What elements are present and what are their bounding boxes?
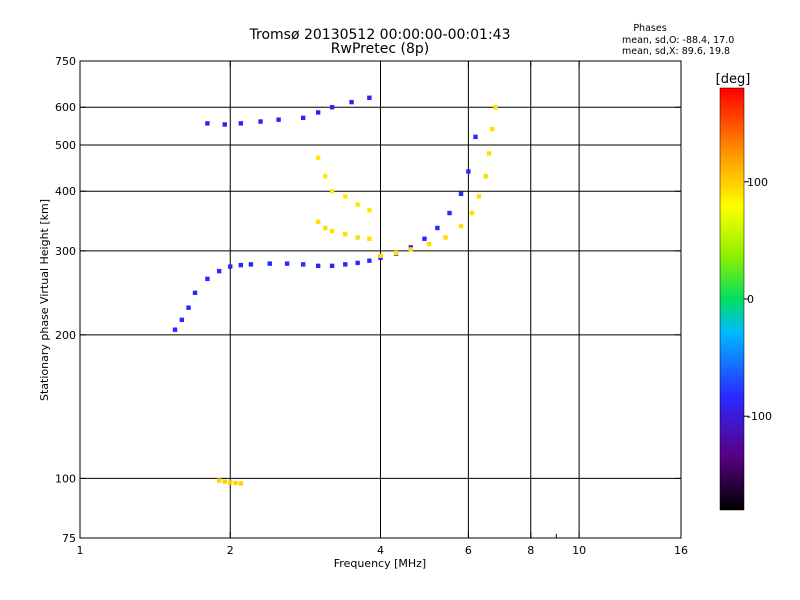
data-point [329,228,335,234]
data-point [228,264,233,269]
data-point [238,121,244,126]
x-tick-label: 2 [227,544,234,557]
data-point [393,250,399,256]
phases-title: Phases [633,23,666,34]
data-point [216,268,222,274]
data-point [238,481,244,486]
data-point [192,290,198,295]
data-point [300,115,306,121]
y-tick-label: 75 [62,532,76,545]
data-point [276,117,281,122]
x-axis-label: Frequency [MHz] [334,557,426,570]
data-point [323,225,328,231]
data-point [422,236,427,241]
chart-subtitle: RwPretec (8p) [331,41,429,57]
data-point [315,155,321,161]
data-point [329,263,335,269]
data-point [267,261,272,266]
data-point [367,207,372,213]
phases-o-stats: mean, sd,O: -88.4, 17.0 [622,35,734,46]
data-point [473,134,478,140]
data-point [216,478,222,483]
data-point [443,235,448,240]
data-point [179,317,185,323]
x-tick-label: 16 [674,544,688,557]
data-point [469,210,475,216]
x-tick-label: 1 [77,544,84,557]
data-point [466,169,471,174]
data-point [458,191,464,197]
colorbar [719,87,745,511]
data-point [435,225,440,231]
colorbar-tick-label: 100 [747,176,768,189]
data-point [367,95,372,100]
data-point [367,258,372,263]
data-point [447,210,452,216]
x-tick-label: 4 [377,544,384,557]
colorbar-tick-label: -100 [747,410,772,423]
data-point [486,151,492,156]
data-point [355,260,360,266]
data-points [172,95,498,486]
x-tick-label: 10 [572,544,586,557]
data-point [222,479,227,484]
data-point [300,262,306,267]
data-point [329,105,335,110]
colorbar-label: [deg] [716,72,751,87]
data-point [476,194,482,199]
data-point [343,232,348,237]
x-tick-label: 6 [465,544,472,557]
data-point [172,327,178,332]
data-point [349,99,354,105]
data-point [355,202,360,207]
data-point [329,189,335,194]
y-tick-label: 100 [55,472,76,485]
y-tick-label: 400 [55,185,76,198]
y-tick-label: 500 [55,139,76,152]
data-point [186,305,191,310]
data-point [408,247,413,252]
data-point [315,219,321,225]
data-point [315,110,321,115]
data-point [315,263,321,269]
data-point [378,253,383,258]
chart-title: Tromsø 20130512 00:00:00-00:01:43 [249,27,511,43]
data-point [284,261,290,266]
data-point [248,262,254,267]
axis-ticks: 1 2 4 6 8 10 16 75 100 200 300 400 500 600 750 [55,55,688,557]
y-tick-label: 200 [55,329,76,342]
data-point [233,480,238,486]
data-point [228,480,233,485]
y-axis-label: Stationary phase Virtual Height [km] [38,199,51,401]
data-point [205,121,210,126]
data-point [343,194,348,199]
data-point [343,262,348,267]
data-point [205,276,210,282]
y-tick-label: 300 [55,245,76,258]
x-tick-label: 8 [527,544,534,557]
y-tick-label: 750 [55,55,76,68]
y-tick-label: 600 [55,101,76,114]
data-point [222,122,227,127]
data-point [493,105,498,110]
data-point [238,262,244,268]
data-point [258,119,263,124]
data-point [355,235,360,240]
data-point [458,223,464,229]
data-point [323,174,328,179]
data-point [483,174,488,179]
phases-summary: Phases mean, sd,O: -88.4, 17.0 mean, sd,… [622,23,734,57]
data-point [367,236,372,241]
phases-x-stats: mean, sd,X: 89.6, 19.8 [622,46,730,57]
data-point [426,241,432,247]
grid-lines [80,61,681,538]
data-point [490,126,495,132]
colorbar-ticks: 100 0 -100 [744,176,772,423]
colorbar-tick-label: 0 [747,293,754,306]
